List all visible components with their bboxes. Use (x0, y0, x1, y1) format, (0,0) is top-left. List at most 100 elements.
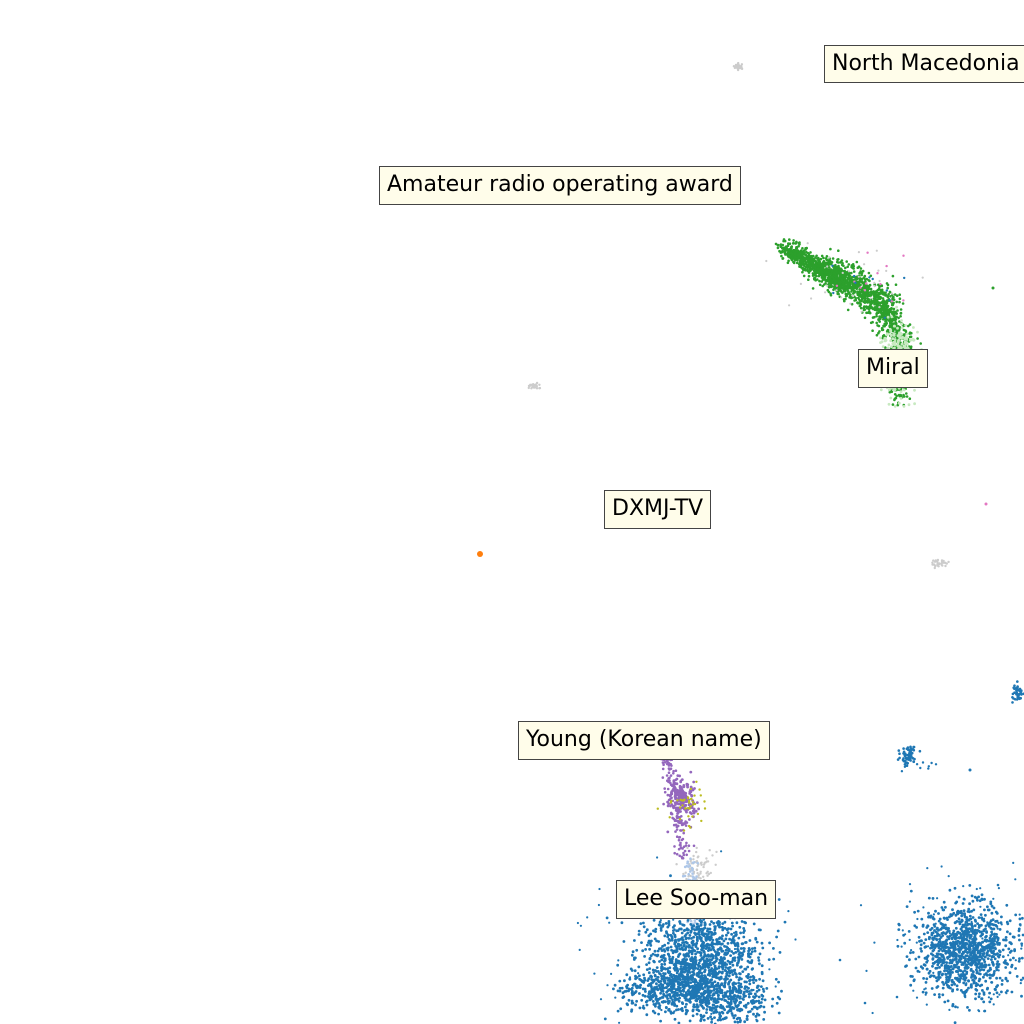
data-point (697, 975, 701, 978)
data-point (694, 943, 698, 947)
data-point (705, 943, 709, 947)
data-point (669, 996, 673, 999)
data-point (795, 240, 798, 244)
data-point (646, 943, 649, 947)
data-point (885, 289, 888, 292)
data-point (837, 288, 840, 292)
data-point (724, 948, 728, 952)
data-point (625, 1002, 629, 1006)
data-point (859, 294, 862, 298)
data-point (735, 975, 738, 979)
data-point (755, 990, 759, 993)
data-point (706, 963, 709, 966)
data-point (717, 966, 721, 970)
data-point (663, 981, 667, 985)
data-point (695, 868, 699, 871)
data-point (649, 997, 653, 1001)
data-point (527, 386, 530, 390)
data-point (729, 938, 733, 941)
data-point (679, 829, 682, 832)
data-point (656, 949, 660, 953)
data-point (675, 806, 678, 810)
data-point (669, 793, 672, 797)
data-point (670, 1002, 674, 1006)
data-point (618, 986, 622, 990)
data-point (661, 776, 665, 779)
data-point (621, 996, 625, 999)
data-point (721, 1005, 725, 1008)
data-point (731, 924, 734, 928)
data-point (717, 952, 721, 955)
data-point (760, 993, 764, 997)
data-point (832, 278, 836, 282)
data-point (667, 780, 670, 784)
data-point (661, 761, 665, 764)
data-point (860, 273, 863, 277)
data-point (696, 939, 699, 943)
data-point (679, 971, 683, 975)
data-point (896, 758, 900, 761)
data-point (663, 958, 667, 962)
data-point (698, 999, 702, 1003)
data-point (867, 271, 871, 275)
data-point (760, 964, 764, 968)
data-point (854, 281, 857, 285)
data-point (693, 967, 697, 970)
data-point (740, 920, 744, 923)
data-point (851, 283, 855, 286)
data-point (668, 816, 671, 819)
data-point (752, 922, 756, 926)
data-point (695, 1003, 699, 1006)
data-point (682, 929, 686, 932)
data-point (802, 250, 805, 254)
data-point (707, 946, 711, 950)
data-point (679, 965, 683, 968)
data-point (675, 782, 679, 786)
data-point (868, 284, 872, 287)
data-point (675, 852, 679, 856)
data-point (734, 973, 738, 976)
data-point (837, 292, 840, 296)
data-point (677, 953, 681, 957)
data-point (742, 949, 746, 953)
data-point (721, 934, 724, 938)
data-point (687, 844, 691, 847)
data-point (775, 1001, 779, 1005)
data-point (706, 953, 710, 957)
data-point (801, 270, 804, 274)
data-point (738, 956, 741, 960)
data-point (847, 292, 850, 295)
data-point (681, 1009, 684, 1013)
data-point (673, 795, 677, 799)
data-point (816, 278, 819, 281)
data-point (780, 989, 783, 993)
data-point (855, 260, 859, 264)
data-point (697, 874, 700, 877)
data-point (757, 956, 760, 959)
data-point (891, 302, 894, 305)
data-point (739, 982, 743, 986)
data-point (687, 799, 691, 803)
data-point (700, 976, 704, 979)
data-point (805, 250, 808, 254)
data-point (730, 960, 734, 964)
data-point (796, 258, 799, 262)
data-point (673, 942, 677, 946)
data-point (904, 324, 908, 327)
data-point (732, 935, 736, 938)
data-point (877, 269, 880, 272)
data-point (819, 262, 822, 266)
data-point (940, 559, 944, 562)
data-point (900, 326, 904, 330)
data-point (875, 321, 878, 325)
data-point (652, 971, 655, 974)
data-point (700, 974, 704, 977)
data-point (717, 921, 721, 925)
data-point (904, 336, 907, 339)
data-point (767, 958, 771, 961)
data-point (696, 950, 699, 954)
data-point (829, 247, 832, 251)
data-point (875, 333, 879, 337)
data-point (630, 1008, 634, 1012)
data-point (721, 967, 725, 971)
